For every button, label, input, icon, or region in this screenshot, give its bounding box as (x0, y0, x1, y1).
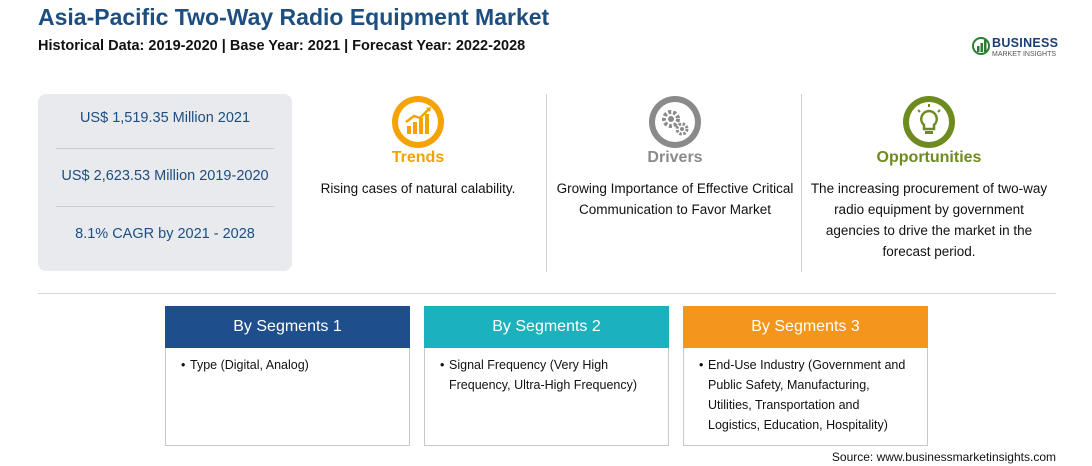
stats-panel: US$ 1,519.35 Million 2021 US$ 2,623.53 M… (38, 94, 292, 271)
stat-divider (56, 148, 274, 149)
drivers-title: Drivers (647, 149, 703, 166)
segment-2-text: Signal Frequency (Very High Frequency, U… (449, 358, 638, 392)
drivers-text: Growing Importance of Effective Critical… (556, 181, 794, 217)
page-title: Asia-Pacific Two-Way Radio Equipment Mar… (38, 4, 550, 30)
section-divider (38, 293, 1056, 294)
bullet: • (699, 358, 704, 372)
column-divider (801, 94, 802, 272)
logo-tagline: MARKET INSIGHTS (992, 51, 1057, 58)
trends-title: Trends (391, 149, 445, 166)
lightbulb-icon (903, 96, 955, 148)
gears-icon (649, 96, 701, 148)
segment-2-body: • Signal Frequency (Very High Frequency,… (425, 348, 668, 395)
trends-text: Rising cases of natural calability. (320, 181, 516, 196)
segment-card-1: By Segments 1 • Type (Digital, Analog) (165, 306, 410, 446)
page-subtitle: Historical Data: 2019-2020 | Base Year: … (38, 38, 526, 54)
opportunities-text: The increasing procurement of two-way ra… (810, 181, 1048, 259)
segment-1-body: • Type (Digital, Analog) (166, 348, 409, 375)
stat-market-size-historical: US$ 2,623.53 Million 2019-2020 (61, 168, 269, 184)
segment-card-3: By Segments 3 • End-Use Industry (Govern… (683, 306, 928, 446)
logo-name: BUSINESS (992, 36, 1059, 50)
segment-3-header: By Segments 3 (683, 306, 928, 348)
stat-cagr: 8.1% CAGR by 2021 - 2028 (75, 226, 255, 242)
chart-growth-icon (392, 96, 444, 148)
segment-2-header: By Segments 2 (424, 306, 669, 348)
logo-globe-icon (972, 37, 990, 55)
segment-1-header: By Segments 1 (165, 306, 410, 348)
opportunities-title: Opportunities (876, 149, 982, 166)
segment-card-2: By Segments 2 • Signal Frequency (Very H… (424, 306, 669, 446)
stat-divider (56, 206, 274, 207)
segment-1-text: Type (Digital, Analog) (190, 358, 309, 372)
segment-3-text: End-Use Industry (Government and Public … (708, 358, 906, 432)
segment-3-body: • End-Use Industry (Government and Publi… (684, 348, 927, 435)
column-divider (546, 94, 547, 272)
brand-logo: BUSINESS MARKET INSIGHTS (972, 34, 1062, 64)
source-note: Source: www.businessmarketinsights.com (831, 450, 1056, 464)
stat-market-size-2021: US$ 1,519.35 Million 2021 (79, 110, 251, 126)
bullet: • (181, 358, 186, 372)
bullet: • (440, 358, 445, 372)
